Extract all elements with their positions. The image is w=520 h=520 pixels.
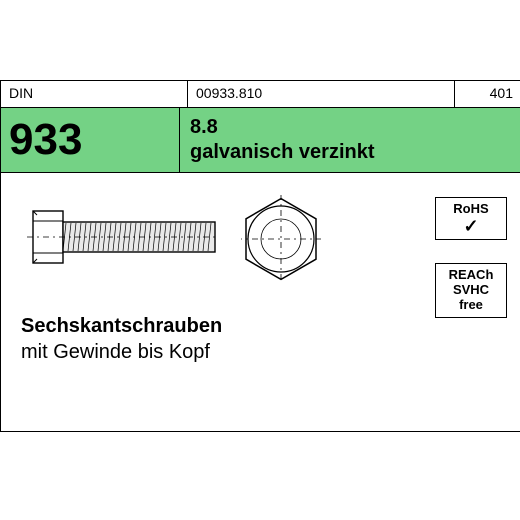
header-row: DIN 00933.810 401 — [1, 81, 520, 108]
bolt-side-view — [27, 205, 217, 269]
right-code: 401 — [455, 81, 520, 107]
standard-details: 8.8 galvanisch verzinkt — [180, 108, 520, 172]
reach-line3: free — [438, 298, 504, 313]
body-area: Sechskantschrauben mit Gewinde bis Kopf … — [1, 173, 520, 433]
din-label: DIN — [1, 81, 188, 107]
bolt-end-view — [241, 195, 321, 283]
reach-line2: SVHC — [438, 283, 504, 298]
part-code: 00933.810 — [188, 81, 455, 107]
rohs-badge: RoHS ✓ — [435, 197, 507, 240]
reach-badge: REACh SVHC free — [435, 263, 507, 318]
description: Sechskantschrauben mit Gewinde bis Kopf — [21, 313, 222, 365]
standard-band: 933 8.8 galvanisch verzinkt — [1, 108, 520, 173]
standard-number: 933 — [1, 108, 180, 172]
grade-text: 8.8 — [190, 116, 520, 139]
desc-line2: mit Gewinde bis Kopf — [21, 339, 222, 365]
spec-card: DIN 00933.810 401 933 8.8 galvanisch ver… — [0, 80, 520, 432]
reach-line1: REACh — [438, 268, 504, 283]
check-icon: ✓ — [438, 217, 504, 235]
desc-line1: Sechskantschrauben — [21, 313, 222, 339]
rohs-label: RoHS — [438, 202, 504, 217]
finish-text: galvanisch verzinkt — [190, 141, 520, 164]
